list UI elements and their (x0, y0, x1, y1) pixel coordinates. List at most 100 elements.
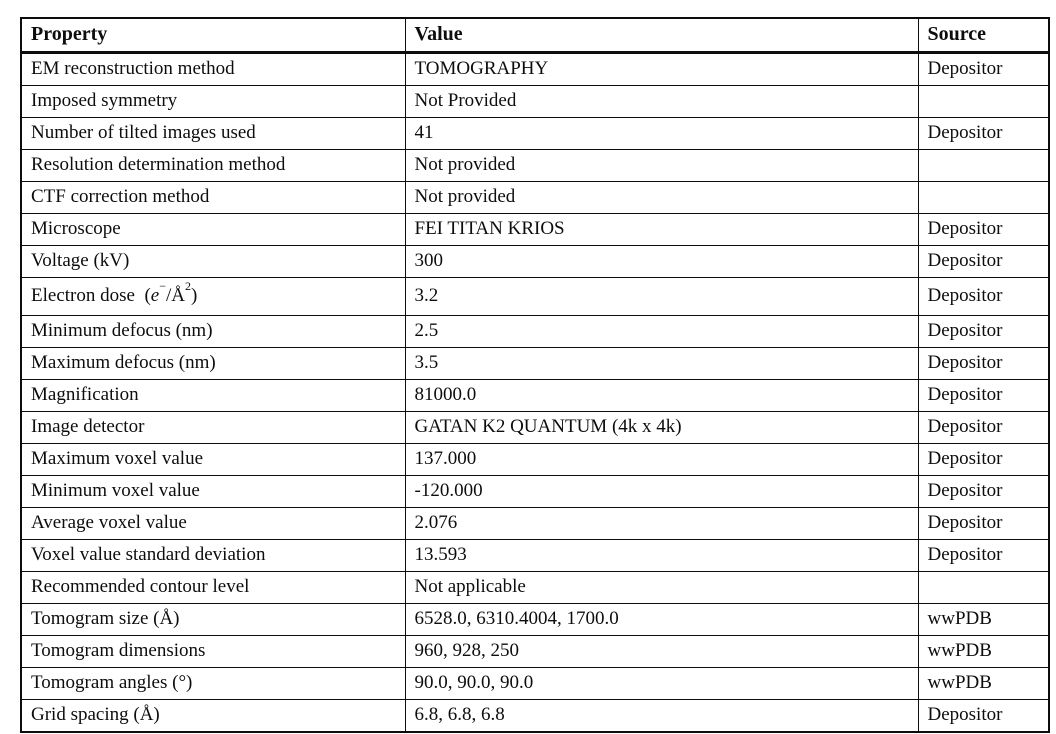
property-cell: Microscope (20, 213, 406, 246)
value-cell: 2.5 (404, 315, 919, 348)
table-row: Imposed symmetry Not Provided (20, 85, 1050, 118)
property-cell: Grid spacing (Å) (20, 699, 406, 733)
table-row: Recommended contour level Not applicable (20, 571, 1050, 604)
source-cell: Depositor (917, 315, 1050, 348)
source-cell: Depositor (917, 245, 1050, 278)
em-properties-table: Property Value Source EM reconstruction … (20, 17, 1050, 733)
value-cell: 300 (404, 245, 919, 278)
value-cell: 41 (404, 117, 919, 150)
table-body: EM reconstruction method TOMOGRAPHY Depo… (20, 52, 1050, 733)
source-cell (917, 181, 1050, 214)
table-row: Maximum defocus (nm) 3.5 Depositor (20, 347, 1050, 380)
property-label: Maximum defocus (nm) (31, 351, 216, 373)
property-cell: Resolution determination method (20, 149, 406, 182)
table-row: Tomogram angles (°) 90.0, 90.0, 90.0 wwP… (20, 667, 1050, 700)
property-cell: Minimum defocus (nm) (20, 315, 406, 348)
property-label: CTF correction method (31, 185, 210, 207)
value-cell: 6.8, 6.8, 6.8 (404, 699, 919, 733)
property-cell: Tomogram angles (°) (20, 667, 406, 700)
value-cell: 3.2 (404, 277, 919, 316)
source-cell: wwPDB (917, 603, 1050, 636)
source-cell: Depositor (917, 507, 1050, 540)
property-label: Voltage (kV) (31, 249, 130, 271)
value-cell: 3.5 (404, 347, 919, 380)
table-row: Magnification 81000.0 Depositor (20, 379, 1050, 412)
property-cell: Maximum defocus (nm) (20, 347, 406, 380)
property-label: Electron dose (31, 284, 140, 306)
table-row: Grid spacing (Å) 6.8, 6.8, 6.8 Depositor (20, 699, 1050, 733)
table-row: Voxel value standard deviation 13.593 De… (20, 539, 1050, 572)
value-cell: 13.593 (404, 539, 919, 572)
source-cell: Depositor (917, 443, 1050, 476)
value-cell: Not provided (404, 149, 919, 182)
property-label: Average voxel value (31, 511, 187, 533)
property-cell: Imposed symmetry (20, 85, 406, 118)
value-cell: 81000.0 (404, 379, 919, 412)
property-label: Microscope (31, 217, 121, 239)
value-cell: 6528.0, 6310.4004, 1700.0 (404, 603, 919, 636)
property-label: Minimum defocus (nm) (31, 319, 213, 341)
value-cell: 137.000 (404, 443, 919, 476)
value-cell: TOMOGRAPHY (404, 52, 919, 86)
property-cell: Tomogram dimensions (20, 635, 406, 668)
col-header-property: Property (20, 17, 406, 54)
table-row: Tomogram dimensions 960, 928, 250 wwPDB (20, 635, 1050, 668)
source-cell: Depositor (917, 117, 1050, 150)
source-cell: wwPDB (917, 667, 1050, 700)
property-label: Tomogram dimensions (31, 639, 206, 661)
value-cell: -120.000 (404, 475, 919, 508)
property-label: Image detector (31, 415, 145, 437)
table-row: Image detector GATAN K2 QUANTUM (4k x 4k… (20, 411, 1050, 444)
table-row: Average voxel value 2.076 Depositor (20, 507, 1050, 540)
table-row: Minimum defocus (nm) 2.5 Depositor (20, 315, 1050, 348)
property-label: Tomogram size (Å) (31, 607, 180, 629)
property-cell: Number of tilted images used (20, 117, 406, 150)
value-cell: Not Provided (404, 85, 919, 118)
value-cell: Not provided (404, 181, 919, 214)
property-label: Imposed symmetry (31, 89, 178, 111)
value-cell: FEI TITAN KRIOS (404, 213, 919, 246)
header-row: Property Value Source (20, 17, 1050, 54)
value-cell: 2.076 (404, 507, 919, 540)
table-row: CTF correction method Not provided (20, 181, 1050, 214)
property-label: Voxel value standard deviation (31, 543, 266, 565)
property-cell: CTF correction method (20, 181, 406, 214)
property-cell: Maximum voxel value (20, 443, 406, 476)
property-cell: Tomogram size (Å) (20, 603, 406, 636)
property-label: Tomogram angles (°) (31, 671, 193, 693)
value-cell: 90.0, 90.0, 90.0 (404, 667, 919, 700)
property-cell: Average voxel value (20, 507, 406, 540)
source-cell: Depositor (917, 347, 1050, 380)
property-cell: Magnification (20, 379, 406, 412)
property-label: Maximum voxel value (31, 447, 204, 469)
source-cell: Depositor (917, 539, 1050, 572)
property-cell: Electron dose (e−/Å2) (20, 277, 406, 316)
property-label: Number of tilted images used (31, 121, 256, 143)
table-row: Tomogram size (Å) 6528.0, 6310.4004, 170… (20, 603, 1050, 636)
property-label: Minimum voxel value (31, 479, 200, 501)
property-label: Recommended contour level (31, 575, 250, 597)
property-cell: Voxel value standard deviation (20, 539, 406, 572)
table-row: Number of tilted images used 41 Deposito… (20, 117, 1050, 150)
value-cell: GATAN K2 QUANTUM (4k x 4k) (404, 411, 919, 444)
col-header-value: Value (404, 17, 919, 54)
table-row: Microscope FEI TITAN KRIOS Depositor (20, 213, 1050, 246)
electron-dose-formula: (e−/Å2) (139, 279, 198, 306)
table-row: Resolution determination method Not prov… (20, 149, 1050, 182)
property-label: Grid spacing (Å) (31, 703, 160, 725)
property-label: Magnification (31, 383, 139, 405)
source-cell: Depositor (917, 699, 1050, 733)
source-cell (917, 149, 1050, 182)
col-header-source: Source (917, 17, 1050, 54)
source-cell: Depositor (917, 475, 1050, 508)
value-cell: Not applicable (404, 571, 919, 604)
source-cell (917, 85, 1050, 118)
property-cell: Recommended contour level (20, 571, 406, 604)
source-cell: wwPDB (917, 635, 1050, 668)
property-label: EM reconstruction method (31, 57, 235, 79)
property-label: Resolution determination method (31, 153, 286, 175)
property-cell: Voltage (kV) (20, 245, 406, 278)
table-row: EM reconstruction method TOMOGRAPHY Depo… (20, 52, 1050, 86)
source-cell: Depositor (917, 213, 1050, 246)
